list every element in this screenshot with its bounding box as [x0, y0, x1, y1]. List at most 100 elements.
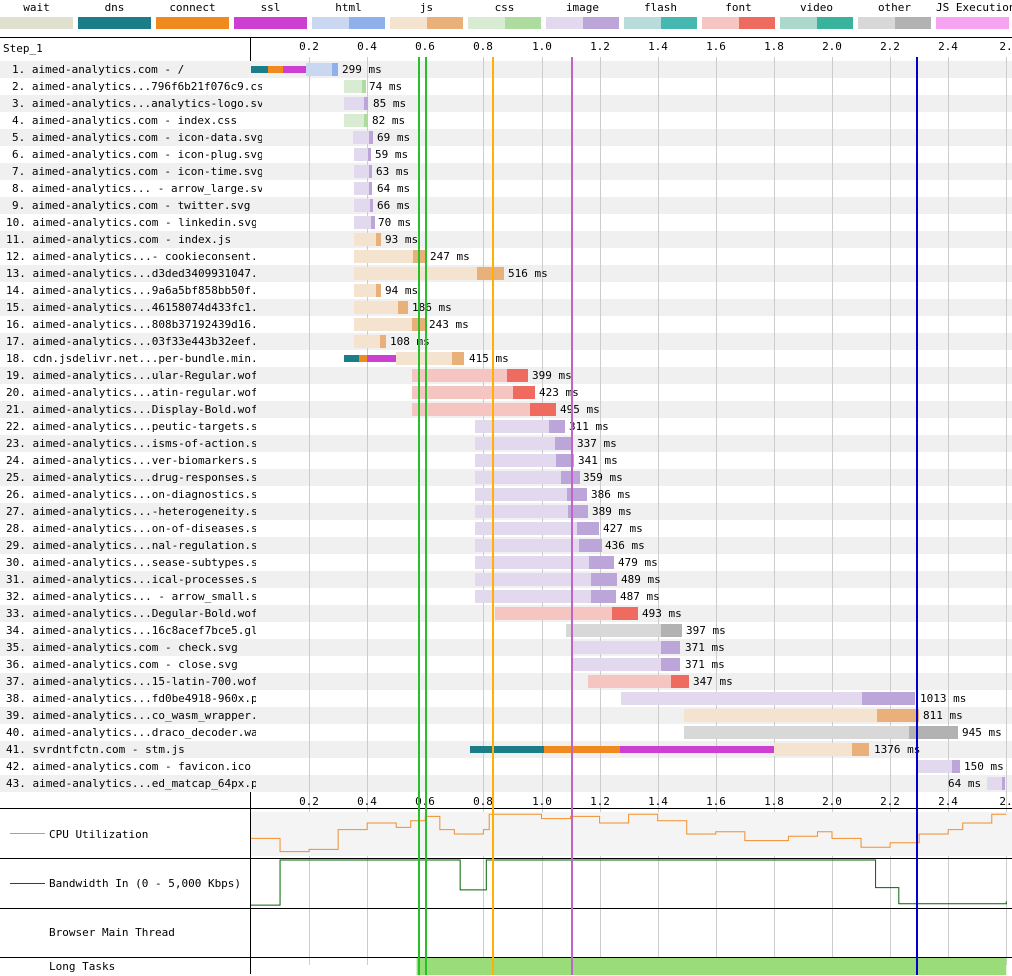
request-duration: 371 ms: [685, 641, 725, 654]
download-wait-segment: [354, 318, 412, 331]
request-duration: 399 ms: [532, 369, 572, 382]
download-segment: [661, 658, 680, 671]
request-duration: 415 ms: [469, 352, 509, 365]
request-bar-image: [344, 97, 369, 110]
download-wait-segment: [354, 148, 368, 161]
axis-tick-top: 2.: [999, 40, 1012, 53]
download-segment: [380, 335, 386, 348]
grid-line: [1006, 57, 1007, 965]
legend-label: JS Execution: [936, 1, 1012, 14]
request-bar-html: [251, 63, 338, 76]
download-segment: [364, 97, 368, 110]
bandwidth-legend-line: [10, 883, 45, 884]
legend-swatch-dark: [582, 17, 619, 29]
download-wait-segment: [354, 284, 376, 297]
download-wait-segment: [354, 199, 370, 212]
download-wait-segment: [475, 437, 555, 450]
download-segment: [577, 522, 599, 535]
request-duration: 389 ms: [592, 505, 632, 518]
legend-swatch-dark: [816, 17, 853, 29]
request-duration: 299 ms: [342, 63, 382, 76]
request-duration: 311 ms: [569, 420, 609, 433]
connection-segment: [251, 66, 268, 73]
download-wait-segment: [475, 522, 577, 535]
connection-segment: [344, 355, 359, 362]
request-label: 7. aimed-analytics.com - icon-time.svg: [12, 165, 262, 178]
row-background: [0, 95, 1012, 112]
request-bar-image: [573, 641, 681, 654]
request-duration: 436 ms: [605, 539, 645, 552]
row-background: [0, 656, 1012, 673]
marker-dom-content-loaded: [492, 57, 494, 975]
cpu-graph-area: [251, 812, 1012, 856]
row-background: [0, 265, 1012, 282]
request-bar-image: [475, 505, 588, 518]
download-wait-segment: [621, 692, 862, 705]
download-segment: [376, 284, 381, 297]
grid-line: [948, 57, 949, 965]
legend-swatch: [936, 17, 1009, 29]
request-duration: 516 ms: [508, 267, 548, 280]
request-label: 36. aimed-analytics.com - close.svg: [6, 658, 238, 671]
download-segment: [364, 114, 368, 127]
legend-label: video: [799, 1, 834, 14]
panel-separator: [0, 858, 1012, 859]
request-duration: 94 ms: [385, 284, 419, 297]
row-background: [0, 180, 1012, 197]
axis-tick-top: 2.4: [938, 40, 958, 53]
request-duration: 347 ms: [693, 675, 733, 688]
request-bar-font: [412, 403, 556, 416]
request-duration: 1376 ms: [874, 743, 921, 756]
axis-tick-top: 1.6: [706, 40, 726, 53]
request-label: 22. aimed-analytics...peutic-targets.svg: [6, 420, 256, 433]
request-bar-image: [354, 148, 371, 161]
bandwidth-in-line: [251, 859, 1007, 906]
download-segment: [376, 233, 381, 246]
legend-swatch-light: [78, 17, 115, 29]
legend-swatch-light: [468, 17, 505, 29]
legend-swatch-light: [780, 17, 817, 29]
download-wait-segment: [354, 233, 376, 246]
download-wait-segment: [412, 403, 530, 416]
request-duration: 66 ms: [377, 199, 411, 212]
download-segment: [1002, 777, 1005, 790]
legend-swatch-light: [312, 17, 349, 29]
download-segment: [591, 573, 617, 586]
request-bar-js: [354, 301, 408, 314]
marker-start-render: [418, 57, 420, 975]
legend-swatch-light: [156, 17, 193, 29]
request-label: 10. aimed-analytics.com - linkedin.svg: [6, 216, 256, 229]
request-label: 9. aimed-analytics.com - twitter.svg: [12, 199, 251, 212]
download-wait-segment: [354, 250, 413, 263]
legend-swatch-dark: [972, 17, 1009, 29]
request-duration: 479 ms: [618, 556, 658, 569]
request-bar-image: [475, 556, 614, 569]
request-bar-js: [354, 335, 386, 348]
download-segment: [952, 760, 960, 773]
download-wait-segment: [344, 114, 364, 127]
request-label: 23. aimed-analytics...isms-of-action.svg: [6, 437, 256, 450]
request-label: 29. aimed-analytics...nal-regulation.svg: [6, 539, 256, 552]
request-duration: 493 ms: [642, 607, 682, 620]
request-bar-image: [987, 777, 1006, 790]
axis-tick-bottom: 1.6: [706, 795, 726, 808]
request-bar-font: [495, 607, 638, 620]
request-label: 25. aimed-analytics...drug-responses.svg: [6, 471, 256, 484]
connection-segment: [470, 746, 544, 753]
request-bar-font: [412, 369, 528, 382]
download-segment: [507, 369, 528, 382]
request-duration: 69 ms: [377, 131, 411, 144]
legend-swatch: [156, 17, 229, 29]
request-label: 32. aimed-analytics... - arrow_small.svg: [6, 590, 256, 603]
axis-tick-bottom: 1.0: [532, 795, 552, 808]
download-segment: [332, 63, 338, 76]
panel-separator: [0, 808, 1012, 809]
row-background: [0, 248, 1012, 265]
axis-tick-top: 0.6: [415, 40, 435, 53]
connection-segment: [283, 66, 306, 73]
request-duration: 359 ms: [583, 471, 623, 484]
request-bar-image: [475, 454, 574, 467]
legend-swatch: [78, 17, 151, 29]
download-wait-segment: [344, 97, 364, 110]
